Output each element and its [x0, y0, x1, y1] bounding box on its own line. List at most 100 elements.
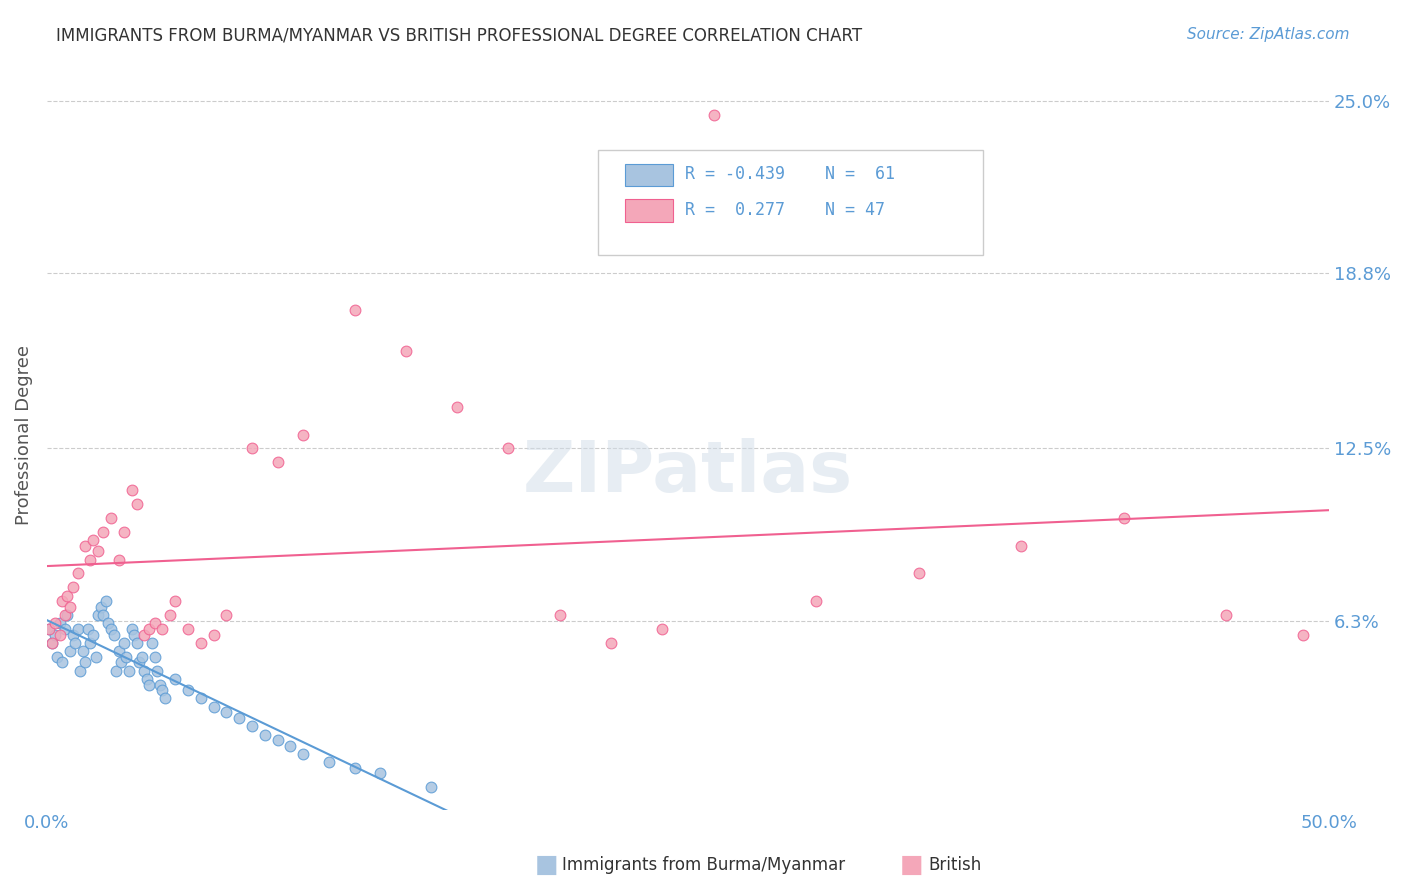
Point — [87, 544, 110, 558]
Point — [907, 566, 929, 581]
Point — [153, 691, 176, 706]
Point — [368, 766, 391, 780]
Point — [318, 756, 340, 770]
Point — [702, 108, 724, 122]
Point — [395, 344, 418, 359]
Point — [66, 622, 89, 636]
Point — [125, 497, 148, 511]
Point — [118, 664, 141, 678]
Text: British: British — [928, 856, 981, 874]
Point — [266, 455, 288, 469]
Point — [91, 608, 114, 623]
Point — [75, 539, 97, 553]
Point — [115, 649, 138, 664]
Point — [59, 599, 82, 614]
Point — [94, 594, 117, 608]
Text: Immigrants from Burma/Myanmar: Immigrants from Burma/Myanmar — [562, 856, 845, 874]
Point — [100, 622, 122, 636]
Point — [38, 622, 60, 636]
Point — [420, 780, 443, 795]
Point — [215, 608, 238, 623]
Point — [446, 400, 468, 414]
Point — [46, 649, 69, 664]
Point — [138, 677, 160, 691]
Point — [62, 580, 84, 594]
Point — [44, 627, 66, 641]
Point — [177, 622, 200, 636]
Point — [141, 636, 163, 650]
Point — [253, 727, 276, 741]
Point — [1010, 539, 1032, 553]
Point — [128, 656, 150, 670]
Point — [804, 594, 827, 608]
Point — [107, 552, 129, 566]
Point — [190, 636, 212, 650]
Point — [143, 616, 166, 631]
FancyBboxPatch shape — [626, 199, 672, 221]
Point — [53, 622, 76, 636]
Point — [131, 649, 153, 664]
Point — [135, 672, 157, 686]
Point — [79, 552, 101, 566]
Point — [105, 664, 128, 678]
Text: ■: ■ — [534, 854, 558, 877]
Point — [90, 599, 112, 614]
Point — [72, 644, 94, 658]
Point — [107, 644, 129, 658]
Point — [228, 711, 250, 725]
Point — [59, 644, 82, 658]
Point — [53, 608, 76, 623]
Point — [165, 594, 187, 608]
Point — [84, 649, 107, 664]
Point — [134, 664, 156, 678]
Point — [38, 622, 60, 636]
Point — [651, 622, 673, 636]
Point — [121, 622, 143, 636]
FancyBboxPatch shape — [626, 164, 672, 186]
Point — [202, 699, 225, 714]
Point — [165, 672, 187, 686]
Point — [1292, 627, 1315, 641]
Point — [150, 622, 173, 636]
Y-axis label: Professional Degree: Professional Degree — [15, 344, 32, 524]
Point — [48, 616, 70, 631]
Point — [112, 636, 135, 650]
Point — [51, 594, 73, 608]
Point — [82, 533, 104, 548]
Point — [51, 656, 73, 670]
Point — [62, 627, 84, 641]
Point — [149, 677, 172, 691]
Point — [69, 664, 91, 678]
Point — [280, 739, 302, 753]
Text: ZIPatlas: ZIPatlas — [523, 438, 853, 507]
Point — [103, 627, 125, 641]
Point — [41, 636, 63, 650]
Point — [87, 608, 110, 623]
Point — [79, 636, 101, 650]
Point — [63, 636, 86, 650]
Point — [600, 636, 623, 650]
Point — [110, 656, 132, 670]
Point — [77, 622, 100, 636]
Point — [143, 649, 166, 664]
Point — [190, 691, 212, 706]
Point — [100, 511, 122, 525]
Point — [150, 683, 173, 698]
Point — [159, 608, 181, 623]
Point — [125, 636, 148, 650]
Point — [122, 627, 145, 641]
Point — [240, 719, 263, 733]
Point — [548, 608, 571, 623]
Point — [41, 636, 63, 650]
Point — [56, 608, 79, 623]
Point — [343, 302, 366, 317]
Text: Source: ZipAtlas.com: Source: ZipAtlas.com — [1187, 27, 1350, 42]
Point — [112, 524, 135, 539]
Point — [266, 733, 288, 747]
Point — [292, 747, 315, 761]
Point — [82, 627, 104, 641]
Point — [56, 589, 79, 603]
Point — [97, 616, 120, 631]
Text: R = -0.439    N =  61: R = -0.439 N = 61 — [685, 165, 896, 183]
Point — [121, 483, 143, 497]
